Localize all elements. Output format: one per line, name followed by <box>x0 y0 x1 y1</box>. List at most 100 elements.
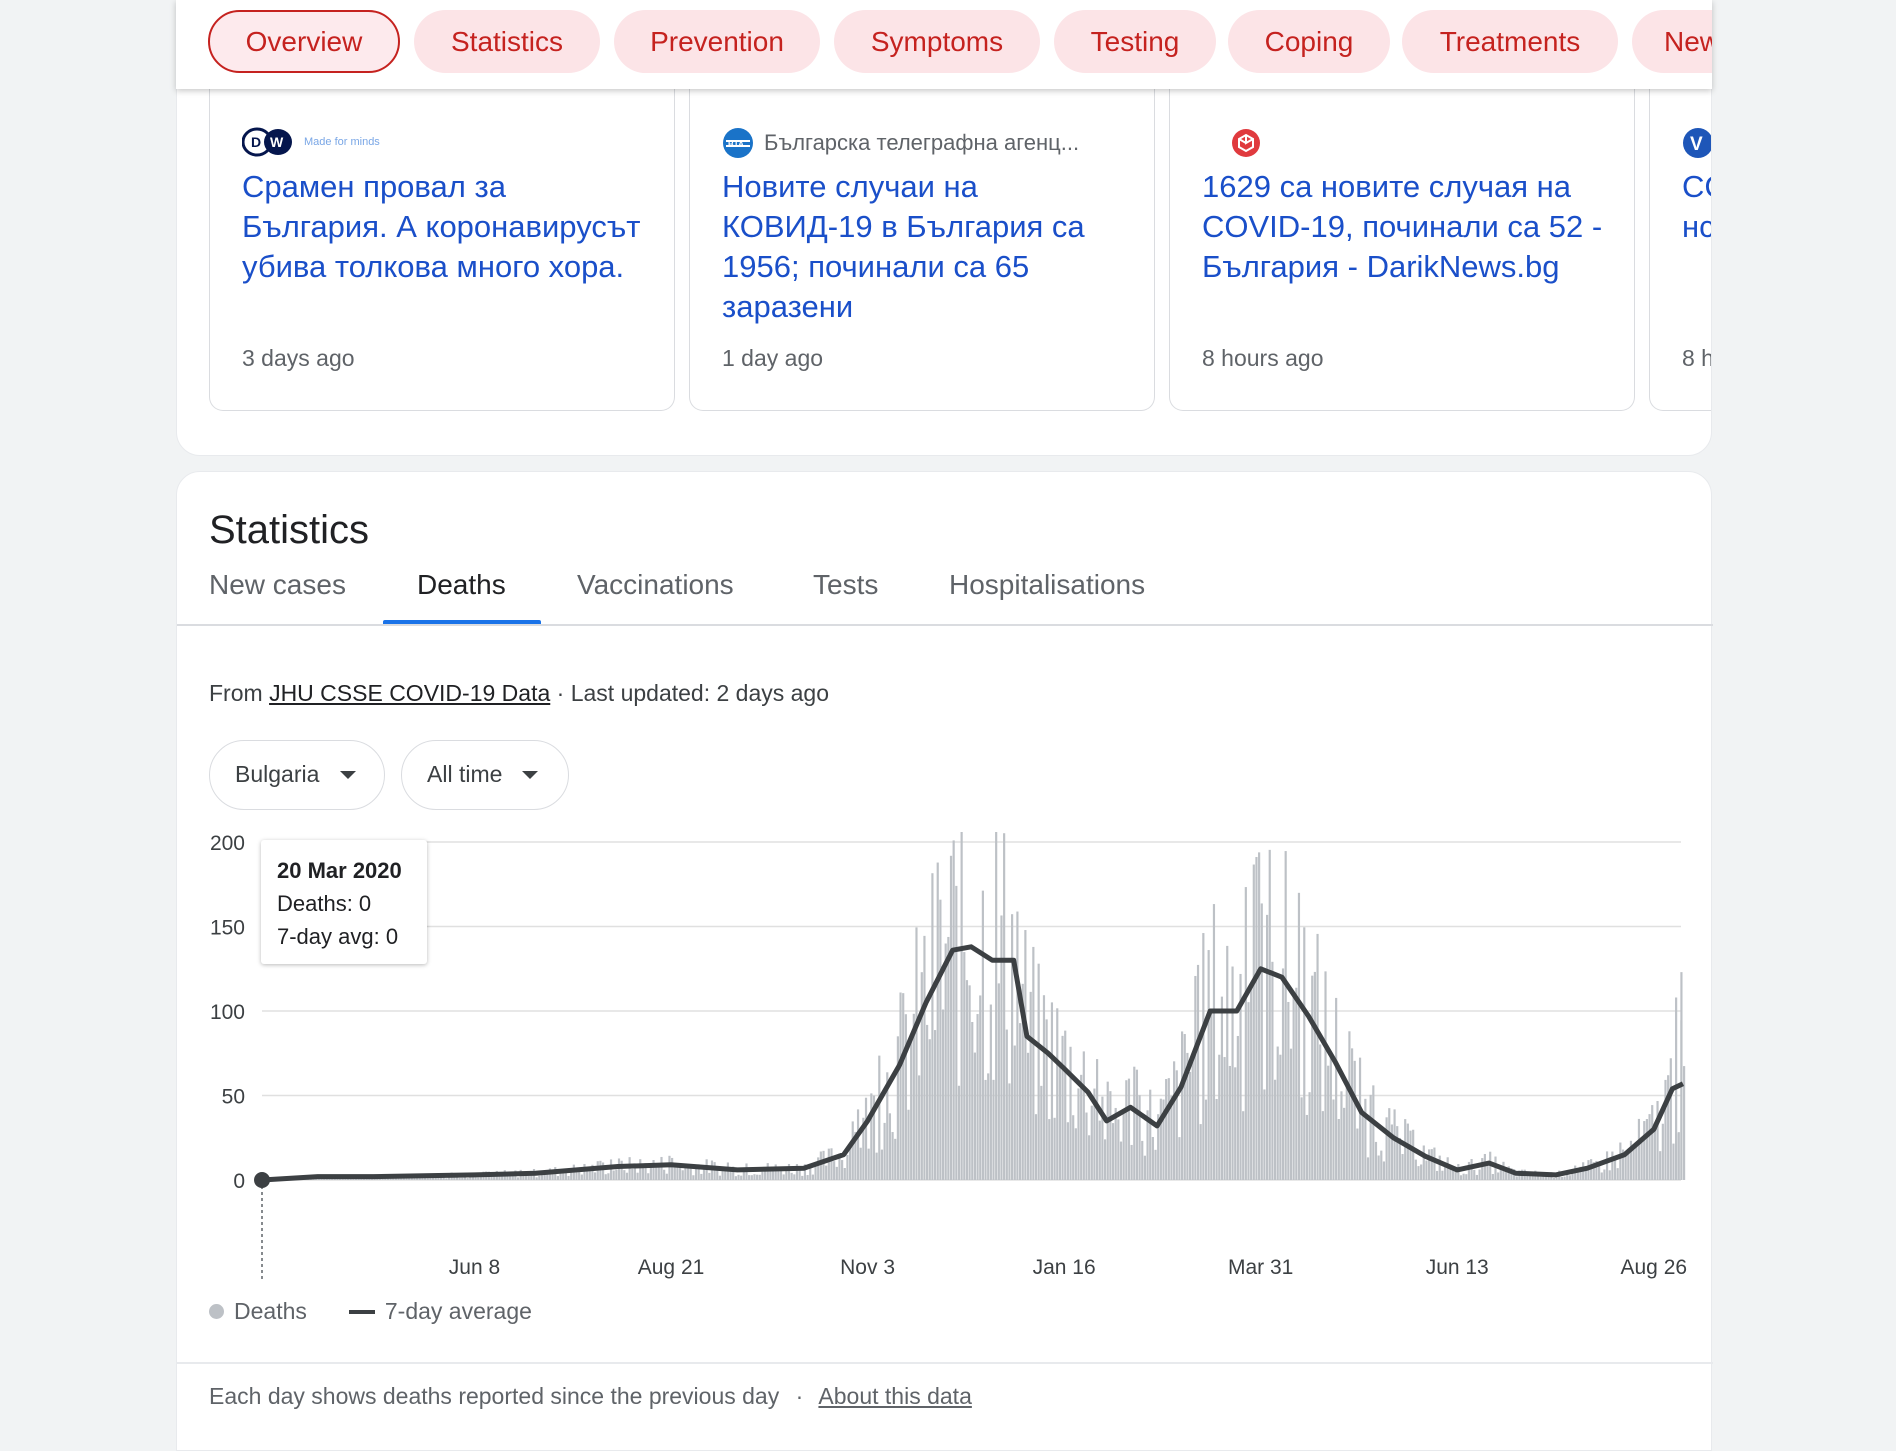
deaths-bar <box>633 1164 637 1180</box>
seven-day-average-line <box>261 944 1685 1183</box>
tab-deaths[interactable]: Deaths <box>417 569 506 600</box>
deaths-bar <box>1170 1095 1173 1180</box>
deaths-bar <box>1181 1031 1184 1180</box>
deaths-bar <box>623 1170 626 1180</box>
deaths-bar <box>1159 1098 1162 1180</box>
deaths-bar <box>1255 857 1258 1180</box>
deaths-bar <box>1555 1177 1558 1180</box>
chip-prevention[interactable]: Prevention <box>614 10 820 73</box>
region-dropdown[interactable]: Bulgaria <box>209 740 385 810</box>
x-tick-label: Mar 31 <box>1228 1256 1293 1279</box>
tab-hospitalisations[interactable]: Hospitalisations <box>949 569 1146 600</box>
deaths-bar <box>466 1178 469 1180</box>
deaths-bar <box>1364 1098 1367 1180</box>
tab-vaccinations[interactable]: Vaccinations <box>577 569 734 600</box>
deaths-bar <box>1603 1169 1606 1180</box>
deaths-bar <box>1117 1119 1120 1180</box>
time-range-dropdown[interactable]: All time <box>401 740 569 810</box>
deaths-bar <box>556 1176 560 1180</box>
deaths-bar <box>976 1014 979 1180</box>
deaths-bar <box>851 1121 854 1180</box>
tab-tests[interactable]: Tests <box>813 569 879 600</box>
news-headline[interactable]: Срамен провал за България. А коронавирус… <box>242 169 641 284</box>
deaths-bar <box>1143 1155 1146 1180</box>
chip-testing[interactable]: Testing <box>1054 10 1216 73</box>
deaths-bar <box>1425 1160 1428 1180</box>
y-tick-label: 150 <box>210 917 245 940</box>
deaths-bar <box>1449 1168 1452 1180</box>
deaths-bar <box>1223 1057 1226 1180</box>
deaths-bar <box>490 1174 493 1180</box>
deaths-bar <box>1632 1147 1635 1180</box>
deaths-bar <box>907 1109 910 1180</box>
deaths-bar <box>463 1177 467 1180</box>
deaths-bar <box>1598 1164 1601 1180</box>
deaths-chart[interactable]: 0 50 100 150 200 Jun 8 Aug 21 Nov 3 Jan 16 Mar 3… <box>177 832 1713 1292</box>
deaths-bar <box>1096 1059 1099 1180</box>
deaths-bar <box>1483 1153 1486 1180</box>
deaths-bar <box>1111 1123 1115 1180</box>
deaths-bar <box>1252 864 1255 1180</box>
deaths-bar <box>1406 1123 1409 1180</box>
deaths-bar <box>681 1170 684 1180</box>
deaths-bar <box>1066 1122 1069 1180</box>
deaths-bar <box>1281 968 1285 1180</box>
deaths-bar <box>1271 961 1274 1180</box>
deaths-bar <box>615 1169 618 1180</box>
deaths-bar <box>1481 1158 1484 1180</box>
deaths-bar <box>777 1166 780 1180</box>
deaths-bar <box>968 985 971 1180</box>
news-card[interactable]: V СС нс 8 h <box>1649 81 1712 411</box>
deaths-bar <box>793 1174 796 1180</box>
deaths-bar <box>1244 887 1247 1180</box>
deaths-bar <box>1404 1119 1407 1180</box>
deaths-bar <box>1337 1119 1340 1180</box>
deaths-bar <box>862 1117 865 1180</box>
deaths-bar <box>429 1177 432 1180</box>
x-tick-label: Aug 21 <box>638 1256 705 1279</box>
darik-logo-icon <box>1232 129 1260 157</box>
deaths-bar <box>960 832 963 1180</box>
news-card[interactable]: BTA Българска телеграфна агенц... Новите… <box>689 81 1155 411</box>
tab-new-cases[interactable]: New cases <box>209 569 346 600</box>
deaths-bar <box>1167 1078 1170 1180</box>
chip-new[interactable]: New <box>1632 10 1712 73</box>
deaths-bar <box>631 1168 634 1180</box>
news-time: 8 hours ago <box>1202 345 1324 371</box>
deaths-bar <box>469 1175 472 1180</box>
deaths-bar <box>899 992 902 1180</box>
chip-coping[interactable]: Coping <box>1228 10 1390 73</box>
deaths-bar <box>1590 1159 1593 1180</box>
deaths-bar <box>1085 1112 1088 1180</box>
deaths-bar <box>1011 914 1014 1180</box>
news-headline[interactable]: Новите случаи на КОВИД-19 в България са … <box>722 169 1085 324</box>
chip-symptoms[interactable]: Symptoms <box>834 10 1040 73</box>
deaths-bar <box>1048 1119 1051 1180</box>
deaths-bar <box>1356 1128 1359 1180</box>
jhu-data-link[interactable]: JHU CSSE COVID-19 Data <box>269 680 551 706</box>
deaths-bar <box>753 1174 756 1180</box>
chip-statistics[interactable]: Statistics <box>414 10 600 73</box>
news-card[interactable]: 1629 са новите случая на COVID-19, почин… <box>1169 81 1635 411</box>
svg-text:V: V <box>1690 134 1703 155</box>
deaths-bar <box>394 1178 397 1180</box>
news-headline[interactable]: СС нс <box>1682 169 1712 244</box>
deaths-bars <box>291 832 1686 1180</box>
news-headline[interactable]: 1629 са новите случая на COVID-19, почин… <box>1202 169 1603 284</box>
deaths-bar <box>1382 1161 1386 1180</box>
deaths-bar <box>761 1171 764 1180</box>
deaths-bar <box>713 1162 716 1180</box>
deaths-bar <box>692 1175 695 1180</box>
deaths-bar <box>527 1175 530 1180</box>
deaths-bar <box>763 1169 767 1180</box>
chip-overview[interactable]: Overview <box>208 10 400 73</box>
deaths-bar <box>769 1170 772 1180</box>
chip-treatments[interactable]: Treatments <box>1402 10 1618 73</box>
deaths-bar <box>652 1160 655 1180</box>
chart-tooltip: 20 Mar 2020 Deaths: 0 7-day avg: 0 <box>261 840 427 964</box>
deaths-bar <box>1074 1128 1077 1180</box>
news-card[interactable]: D W Made for minds Срамен провал за Бълг… <box>209 81 675 411</box>
deaths-bar <box>1584 1166 1587 1180</box>
deaths-bar <box>734 1176 737 1180</box>
about-data-link[interactable]: About this data <box>818 1383 972 1409</box>
